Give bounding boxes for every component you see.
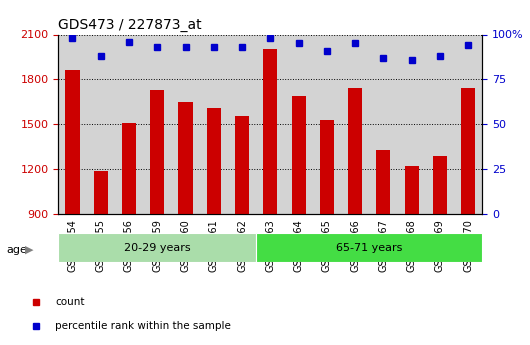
Bar — [433, 156, 447, 214]
Bar — [348, 88, 362, 214]
Bar — [207, 108, 221, 214]
Bar — [122, 124, 136, 214]
Text: count: count — [55, 297, 85, 307]
Bar — [235, 116, 249, 214]
Bar — [94, 171, 108, 214]
Bar — [256, 233, 482, 262]
Bar — [263, 49, 277, 214]
Bar — [376, 150, 391, 214]
Bar — [404, 166, 419, 214]
Bar — [179, 102, 192, 214]
Text: ▶: ▶ — [25, 245, 34, 255]
Text: 65-71 years: 65-71 years — [336, 243, 402, 253]
Text: GDS473 / 227873_at: GDS473 / 227873_at — [58, 18, 202, 32]
Text: age: age — [6, 245, 27, 255]
Bar — [461, 88, 475, 214]
Text: 20-29 years: 20-29 years — [124, 243, 191, 253]
Bar — [58, 233, 256, 262]
Bar — [320, 120, 334, 214]
Text: percentile rank within the sample: percentile rank within the sample — [55, 321, 231, 331]
Bar — [65, 70, 80, 214]
Bar — [292, 96, 306, 214]
Bar — [150, 90, 164, 214]
